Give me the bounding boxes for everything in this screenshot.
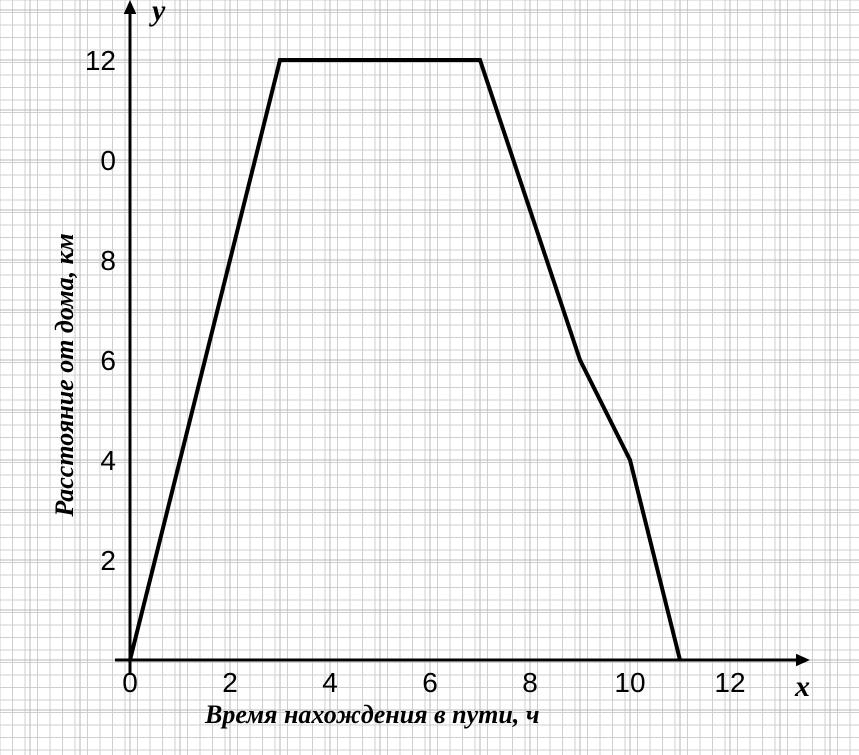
x-tick-label: 2 [222,667,238,698]
x-tick-label: 12 [714,667,745,698]
x-tick-label: 10 [614,667,645,698]
line-chart: 0 2 4 6 8 10 12 2 4 6 8 0 12 x y [0,0,859,755]
y-tick-label: 12 [85,45,116,76]
x-axis-label: Время нахождения в пути, ч [205,700,540,730]
y-tick-label: 2 [100,545,116,576]
chart-container: 0 2 4 6 8 10 12 2 4 6 8 0 12 x y Расстояние от дома, к… [0,0,859,755]
x-tick-label: 4 [322,667,338,698]
y-axis-label: Расстояние от дома, км [50,195,80,555]
y-tick-label: 0 [100,145,116,176]
x-tick-label: 8 [522,667,538,698]
y-tick-label: 8 [100,245,116,276]
x-tick-label: 6 [422,667,438,698]
x-var-label: x [794,670,810,703]
y-var-label: y [149,0,166,27]
y-tick-label: 6 [100,345,116,376]
x-tick-label: 0 [122,667,138,698]
y-tick-label: 4 [100,445,116,476]
